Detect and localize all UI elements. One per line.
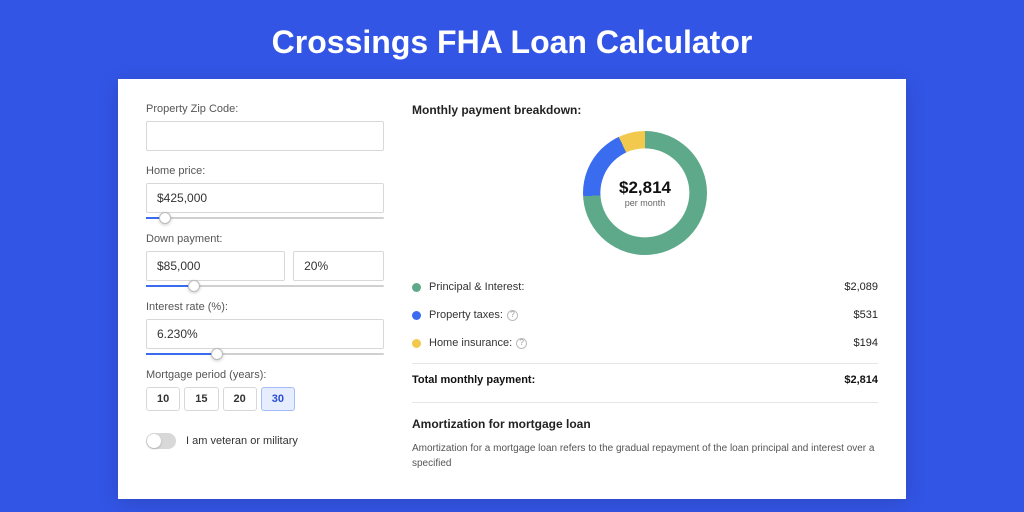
donut-center: $2,814 per month [619,178,671,208]
donut-amount: $2,814 [619,178,671,198]
home-price-label: Home price: [146,165,384,177]
veteran-toggle-knob [147,434,161,448]
period-btn-20[interactable]: 20 [223,387,257,411]
breakdown-dot [412,311,421,320]
zip-label: Property Zip Code: [146,103,384,115]
breakdown-row: Property taxes:?$531 [412,301,878,329]
down-payment-amount-input[interactable] [146,251,285,281]
veteran-row: I am veteran or military [146,433,384,449]
amortization-title: Amortization for mortgage loan [412,417,878,431]
donut-chart-wrap: $2,814 per month [412,131,878,255]
home-price-group: Home price: [146,165,384,219]
breakdown-label-text: Home insurance: [429,337,512,349]
page-title: Crossings FHA Loan Calculator [0,0,1024,79]
breakdown-label-text: Principal & Interest: [429,281,524,293]
breakdown-label: Home insurance:? [429,337,854,349]
zip-input[interactable] [146,121,384,151]
breakdown-dot [412,283,421,292]
home-price-input[interactable] [146,183,384,213]
breakdown-value: $2,089 [844,281,878,293]
calculator-card: Property Zip Code: Home price: Down paym… [118,79,906,499]
amortization-text: Amortization for a mortgage loan refers … [412,441,878,471]
results-pane: Monthly payment breakdown: $2,814 per mo… [412,103,878,475]
breakdown-row: Principal & Interest: $2,089 [412,273,878,301]
breakdown-label: Property taxes:? [429,309,854,321]
interest-rate-label: Interest rate (%): [146,301,384,313]
interest-rate-input[interactable] [146,319,384,349]
down-payment-slider[interactable] [146,285,384,287]
breakdown-total-label: Total monthly payment: [412,374,844,386]
down-payment-label: Down payment: [146,233,384,245]
veteran-toggle[interactable] [146,433,176,449]
breakdown-row: Home insurance:?$194 [412,329,878,357]
period-buttons: 10152030 [146,387,384,411]
down-payment-pct-input[interactable] [293,251,384,281]
period-btn-10[interactable]: 10 [146,387,180,411]
inputs-pane: Property Zip Code: Home price: Down paym… [146,103,384,475]
home-price-slider[interactable] [146,217,384,219]
interest-rate-group: Interest rate (%): [146,301,384,355]
breakdown-heading: Monthly payment breakdown: [412,103,878,117]
breakdown-value: $531 [854,309,878,321]
breakdown-total-value: $2,814 [844,374,878,386]
breakdown-rows: Principal & Interest: $2,089 Property taxe… [412,273,878,357]
period-btn-30[interactable]: 30 [261,387,295,411]
help-icon[interactable]: ? [516,338,527,349]
donut-unit: per month [619,198,671,208]
breakdown-total-row: Total monthly payment: $2,814 [412,363,878,386]
breakdown-dot [412,339,421,348]
down-payment-group: Down payment: [146,233,384,287]
donut-chart: $2,814 per month [583,131,707,255]
period-group: Mortgage period (years): 10152030 [146,369,384,411]
breakdown-value: $194 [854,337,878,349]
help-icon[interactable]: ? [507,310,518,321]
veteran-label: I am veteran or military [186,435,298,447]
amortization-section: Amortization for mortgage loan Amortizat… [412,402,878,471]
breakdown-label-text: Property taxes: [429,309,503,321]
zip-group: Property Zip Code: [146,103,384,151]
interest-rate-slider[interactable] [146,353,384,355]
period-btn-15[interactable]: 15 [184,387,218,411]
period-label: Mortgage period (years): [146,369,384,381]
breakdown-label: Principal & Interest: [429,281,844,293]
